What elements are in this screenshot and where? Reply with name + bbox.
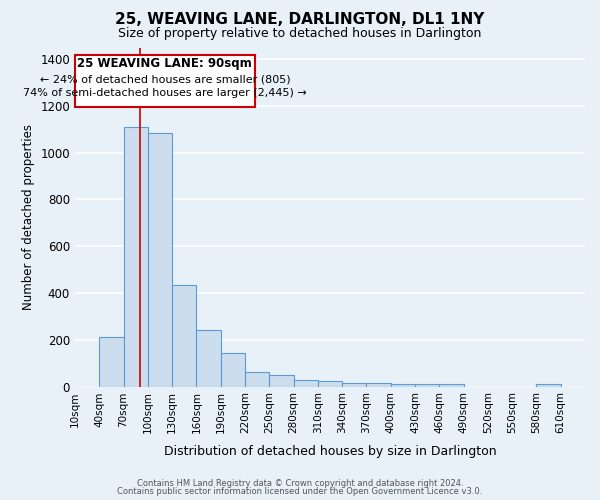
Text: 74% of semi-detached houses are larger (2,445) →: 74% of semi-detached houses are larger (… <box>23 88 307 98</box>
Text: Contains public sector information licensed under the Open Government Licence v3: Contains public sector information licen… <box>118 487 482 496</box>
Text: Size of property relative to detached houses in Darlington: Size of property relative to detached ho… <box>118 28 482 40</box>
Bar <box>318 382 342 386</box>
Bar <box>196 330 221 386</box>
Bar <box>245 372 269 386</box>
Bar <box>536 384 561 386</box>
Bar <box>439 384 464 386</box>
Bar <box>172 285 196 386</box>
Bar <box>148 133 172 386</box>
Bar <box>124 127 148 386</box>
Text: 25, WEAVING LANE, DARLINGTON, DL1 1NY: 25, WEAVING LANE, DARLINGTON, DL1 1NY <box>115 12 485 28</box>
Bar <box>221 352 245 386</box>
Text: Contains HM Land Registry data © Crown copyright and database right 2024.: Contains HM Land Registry data © Crown c… <box>137 478 463 488</box>
Bar <box>293 380 318 386</box>
Bar <box>99 338 124 386</box>
Bar <box>367 383 391 386</box>
Bar <box>342 382 367 386</box>
X-axis label: Distribution of detached houses by size in Darlington: Distribution of detached houses by size … <box>164 444 496 458</box>
Bar <box>391 384 415 386</box>
Text: 25 WEAVING LANE: 90sqm: 25 WEAVING LANE: 90sqm <box>77 57 252 70</box>
Y-axis label: Number of detached properties: Number of detached properties <box>22 124 35 310</box>
Bar <box>415 384 439 386</box>
FancyBboxPatch shape <box>75 54 254 107</box>
Bar <box>269 375 293 386</box>
Text: ← 24% of detached houses are smaller (805): ← 24% of detached houses are smaller (80… <box>40 74 290 85</box>
